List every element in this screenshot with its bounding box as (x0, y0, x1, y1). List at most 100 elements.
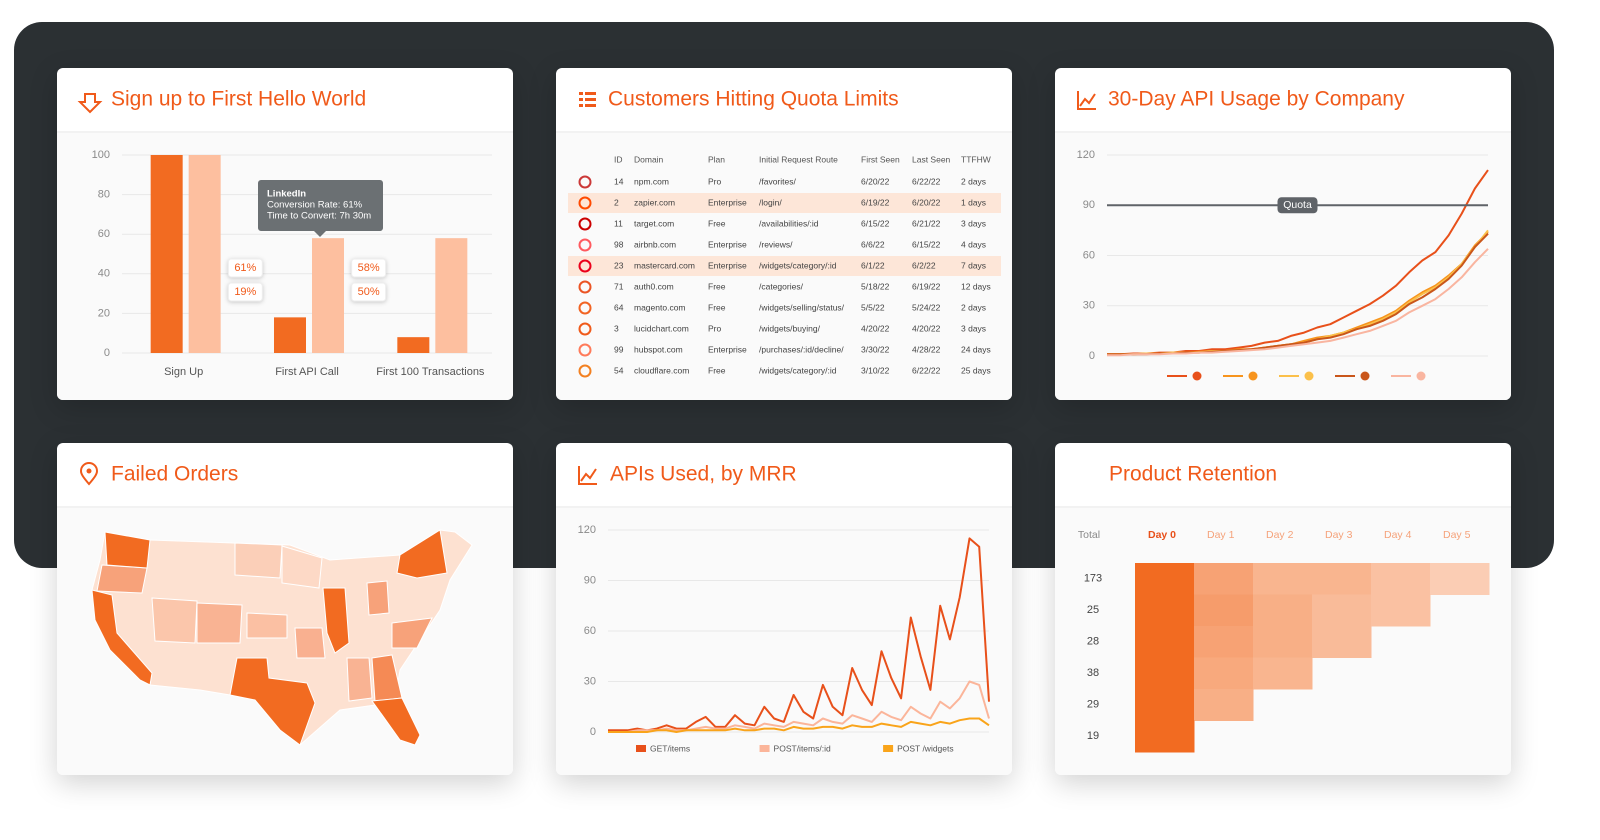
bar (312, 238, 344, 353)
table-cell: 3 (614, 323, 619, 333)
table-cell: 6/22/22 (912, 365, 941, 375)
company-logo (578, 301, 592, 315)
table-cell: 54 (614, 365, 624, 375)
table-cell: 11 (614, 218, 623, 228)
column-header: Day 4 (1384, 529, 1412, 541)
company-logo (578, 259, 592, 273)
retention-cell (1312, 563, 1372, 595)
state (229, 657, 316, 746)
column-header: Day 0 (1148, 529, 1176, 541)
conversion-badge (227, 258, 263, 278)
retention-cell (1253, 626, 1313, 658)
state (366, 580, 390, 616)
table-cell: Free (708, 302, 726, 312)
state (196, 602, 243, 644)
table-cell: mastercard.com (634, 260, 695, 270)
x-tick-label: Sign Up (164, 366, 203, 378)
retention-cell (1194, 563, 1254, 595)
table-cell: 3 days (961, 218, 986, 228)
retention-cell (1135, 720, 1195, 753)
state (294, 627, 326, 659)
retention-cell (1430, 563, 1490, 595)
table-cell: 98 (614, 239, 624, 249)
icon (86, 468, 92, 474)
conversion-label: 50% (358, 286, 380, 298)
table-cell: 5/18/22 (861, 281, 890, 291)
retention-cell (1312, 626, 1372, 658)
retention-cell (1312, 594, 1372, 627)
table-cell: 6/15/22 (861, 218, 890, 228)
table-cell: 4/20/22 (861, 323, 890, 333)
retention-cell (1371, 563, 1431, 595)
table-cell: /categories/ (759, 281, 804, 291)
retention-cell (1253, 563, 1313, 595)
conversion-badge (227, 282, 263, 302)
table-cell: Free (708, 218, 726, 228)
table-cell: 12 days (961, 281, 991, 291)
column-header: TTFHW (961, 154, 991, 164)
series-line (1107, 248, 1489, 357)
table-cell: 4 days (961, 239, 986, 249)
y-tick-label: 0 (590, 726, 596, 738)
table-cell: 6/21/22 (912, 218, 941, 228)
row-total: 29 (1087, 699, 1099, 711)
column-header: Total (1078, 529, 1100, 541)
reference-badge (1277, 197, 1318, 214)
table-cell: 2 days (961, 176, 986, 186)
table-cell: 4/20/22 (912, 323, 941, 333)
row-total: 173 (1084, 573, 1102, 585)
table-cell: 6/20/22 (912, 197, 941, 207)
company-logo (578, 280, 592, 294)
retention-cell (1194, 594, 1254, 627)
table-cell: 5/24/22 (912, 302, 941, 312)
state (281, 545, 323, 589)
retention-cell (1371, 594, 1431, 627)
y-tick-label: 90 (584, 574, 596, 586)
icon (77, 93, 103, 114)
state (96, 564, 148, 594)
company-logo (578, 217, 592, 231)
table-cell: magento.com (634, 302, 686, 312)
table-cell: 6/1/22 (861, 260, 885, 270)
table-cell: 6/19/22 (912, 281, 941, 291)
bar (150, 155, 183, 353)
card-body (1055, 133, 1511, 400)
retention-cell (1194, 657, 1254, 690)
table-cell: lucidchart.com (634, 323, 689, 333)
retention-cell (1253, 657, 1313, 690)
y-tick-label: 40 (98, 268, 110, 280)
table-cell: cloudflare.com (634, 365, 689, 375)
table-cell: 2 days (961, 302, 986, 312)
retention-cell (1135, 594, 1195, 627)
company-logo (578, 196, 592, 210)
table-cell: /purchases/:id/decline/ (759, 344, 844, 354)
table-cell: 1 days (961, 197, 986, 207)
y-tick-label: 60 (98, 228, 110, 240)
state (346, 657, 373, 702)
table-cell: 6/2/22 (912, 260, 936, 270)
company-logo (578, 175, 592, 189)
table-cell: 6/19/22 (861, 197, 890, 207)
card: APIs Used, by MRR 0 30 60 90 120 GET/items POS… (556, 443, 1012, 775)
table-cell: 4/28/22 (912, 344, 941, 354)
bar (397, 337, 430, 353)
table-cell: 14 (614, 176, 624, 186)
tooltip-line: Conversion Rate: 61% (267, 200, 363, 211)
row-total: 25 (1087, 604, 1099, 616)
column-header: Domain (634, 154, 664, 164)
retention-cell (1135, 626, 1195, 658)
table-cell: 24 days (961, 344, 991, 354)
table-cell: Enterprise (708, 344, 747, 354)
conversion-label: 58% (358, 262, 380, 274)
legend-swatch (636, 745, 646, 752)
icon (79, 462, 99, 486)
table-cell: /availabilities/:id (759, 218, 819, 228)
table-cell: 3 days (961, 323, 986, 333)
state (391, 617, 433, 649)
conversion-label: 19% (234, 286, 256, 298)
y-tick-label: 120 (578, 524, 596, 536)
company-logo (578, 322, 592, 336)
state (322, 587, 350, 654)
tooltip-pointer (314, 231, 326, 237)
